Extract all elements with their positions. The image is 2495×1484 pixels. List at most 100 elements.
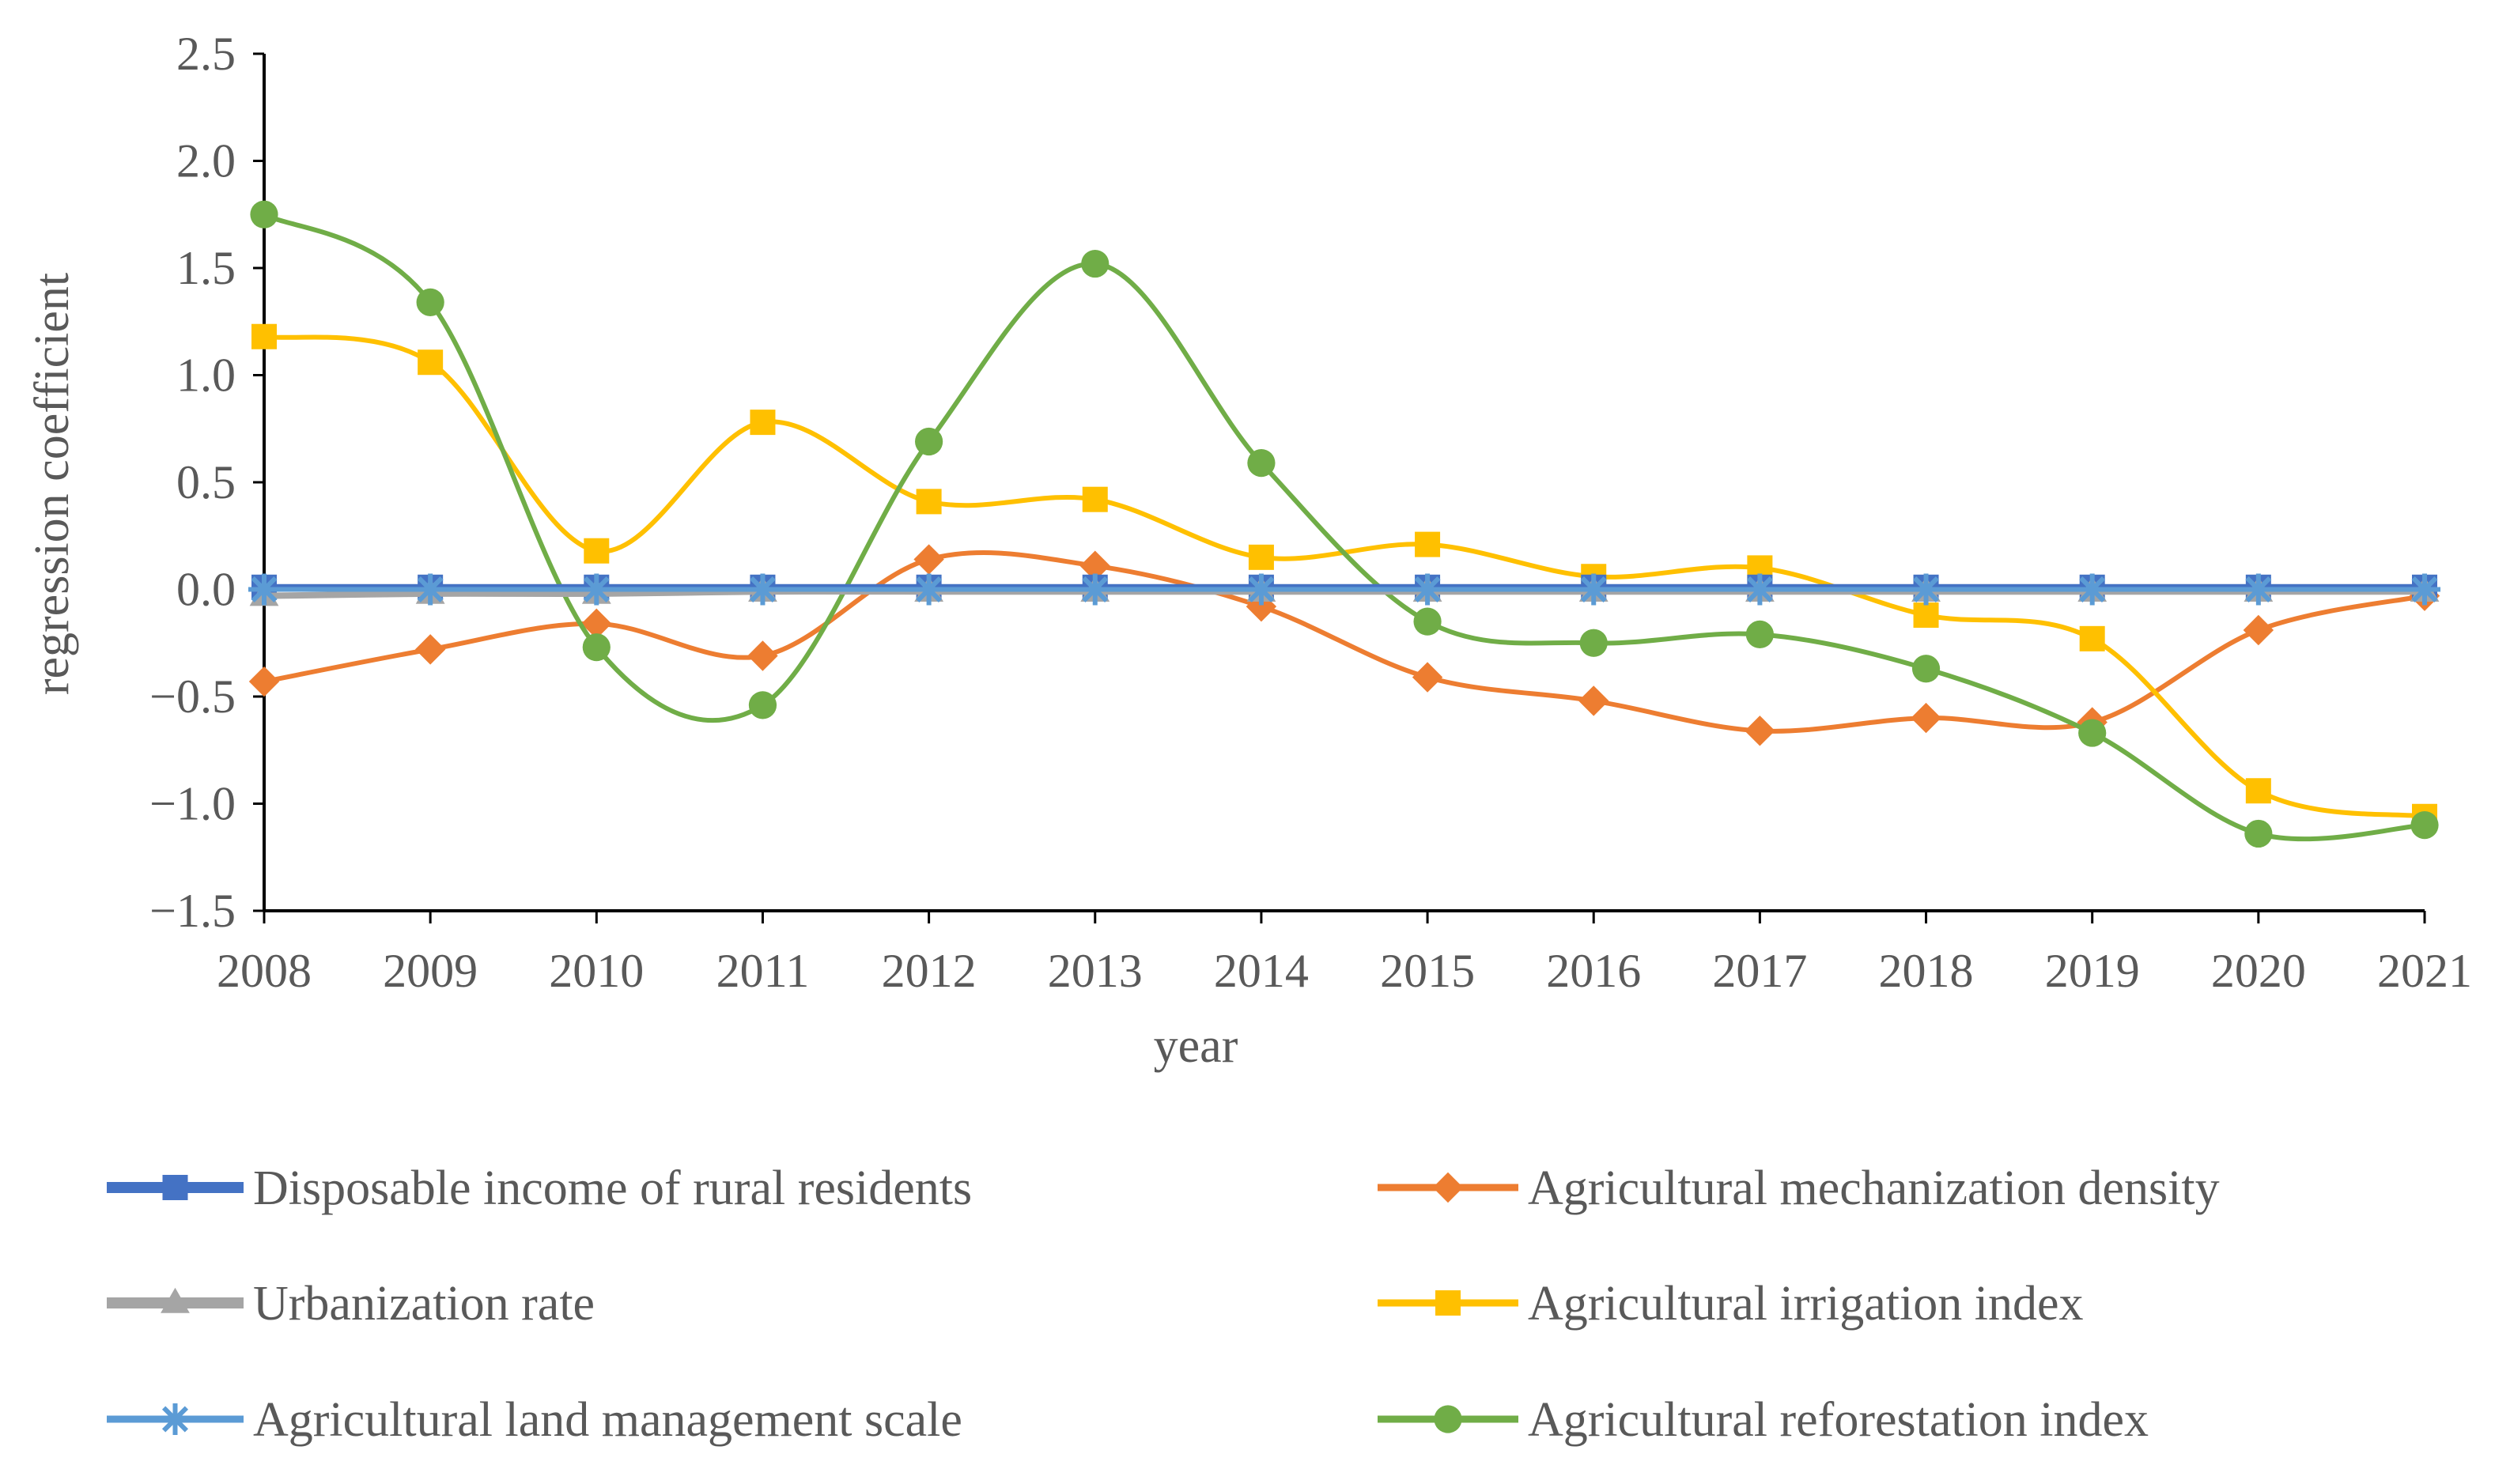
x-tick-label: 2013 (1048, 945, 1143, 997)
data-point (1415, 531, 1441, 557)
x-tick-label: 2020 (2211, 945, 2306, 997)
data-point (418, 349, 444, 376)
legend-label: Disposable income of rural residents (253, 1161, 972, 1215)
legend-marker (1434, 1405, 1462, 1433)
data-point (913, 544, 944, 575)
series-line (262, 212, 2427, 842)
data-point (748, 691, 777, 719)
data-point (584, 538, 610, 564)
data-point (1745, 620, 1774, 649)
data-point (1913, 602, 1939, 629)
y-tick-label: 2.5 (176, 28, 236, 80)
data-point (248, 573, 280, 606)
data-point (2410, 811, 2439, 840)
data-point (1578, 573, 1610, 606)
legend-marker (159, 1403, 191, 1435)
data-point (747, 573, 779, 606)
data-point (747, 640, 778, 671)
y-tick-label: −1.0 (149, 778, 236, 830)
x-tick-label: 2016 (1546, 945, 1641, 997)
y-tick-label: 1.5 (176, 242, 236, 294)
data-point (248, 666, 280, 697)
legend-item: Agricultural reforestation index (1378, 1393, 2149, 1447)
data-point (1248, 544, 1274, 570)
data-point (581, 608, 612, 640)
legend-marker (1435, 1290, 1461, 1316)
y-tick-label: −1.5 (149, 885, 236, 937)
legend-label: Agricultural land management scale (253, 1393, 962, 1447)
data-point (1082, 486, 1108, 512)
data-point (1910, 573, 1942, 606)
data-point (750, 410, 776, 436)
data-point (2243, 614, 2274, 646)
legend-label: Agricultural irrigation index (1528, 1277, 2083, 1331)
data-point (1079, 573, 1111, 606)
x-tick-label: 2019 (2045, 945, 2140, 997)
data-point (1412, 662, 1443, 693)
x-tick-label: 2017 (1712, 945, 1807, 997)
data-point (414, 634, 446, 665)
y-tick-label: 0.5 (176, 456, 236, 508)
y-tick-label: 0.0 (176, 564, 236, 616)
y-axis-title: regression coefficient (25, 273, 79, 695)
data-point (1079, 550, 1110, 581)
legend-item: Agricultural irrigation index (1378, 1277, 2083, 1331)
data-point (1245, 573, 1277, 606)
y-tick-label: −0.5 (149, 670, 236, 723)
data-point (2245, 778, 2271, 804)
legend-label: Urbanization rate (253, 1277, 595, 1331)
data-point (2078, 719, 2107, 747)
data-point (916, 489, 942, 515)
data-point (913, 573, 945, 606)
data-point (1247, 449, 1276, 478)
series-4 (248, 573, 2440, 606)
data-point (1579, 629, 1608, 657)
x-tick-label: 2014 (1214, 945, 1309, 997)
data-point (2076, 573, 2108, 606)
series-5 (250, 200, 2439, 848)
x-tick-label: 2012 (882, 945, 977, 997)
legend: Disposable income of rural residents Agri… (107, 1161, 2220, 1447)
data-point (1246, 591, 1277, 622)
x-tick-label: 2009 (383, 945, 478, 997)
data-point (1081, 249, 1110, 278)
series-3 (251, 323, 2437, 829)
series-1 (248, 544, 2440, 746)
x-tick-label: 2010 (549, 945, 644, 997)
data-point (2244, 819, 2273, 848)
y-tick-label: 1.0 (176, 349, 236, 402)
data-point (1911, 655, 1941, 683)
data-point (1412, 573, 1444, 606)
x-tick-label: 2015 (1380, 945, 1475, 997)
series-layer (248, 200, 2440, 848)
y-tick-label: 2.0 (176, 135, 236, 187)
legend-marker (162, 1175, 188, 1200)
legend-label: Agricultural mechanization density (1528, 1161, 2220, 1215)
data-point (416, 288, 444, 316)
legend-item: Agricultural land management scale (107, 1393, 962, 1447)
data-point (915, 427, 943, 456)
x-tick-label: 2018 (1879, 945, 1974, 997)
data-point (414, 573, 447, 606)
legend-label: Agricultural reforestation index (1528, 1393, 2149, 1447)
data-point (1578, 685, 1609, 716)
legend-marker (1432, 1172, 1464, 1203)
data-point (1911, 702, 1941, 734)
data-point (251, 323, 277, 349)
legend-item: Disposable income of rural residents (107, 1161, 972, 1215)
data-point (2242, 573, 2274, 606)
x-tick-label: 2021 (2377, 945, 2472, 997)
data-point (250, 200, 278, 228)
legend-item: Agricultural mechanization density (1378, 1161, 2220, 1215)
data-point (580, 573, 613, 606)
data-point (582, 633, 611, 662)
data-point (1745, 716, 1775, 746)
x-axis-title: year (1154, 1019, 1238, 1073)
data-point (1744, 573, 1776, 606)
axes: 2.5 2.0 1.5 1.0 0.5 0.0 −0.5 −1.0 −1.5 2008 2009 20… (149, 28, 2472, 997)
data-point (1413, 607, 1442, 636)
x-tick-label: 2011 (716, 945, 810, 997)
legend-marker (161, 1287, 190, 1313)
data-point (2079, 625, 2105, 651)
